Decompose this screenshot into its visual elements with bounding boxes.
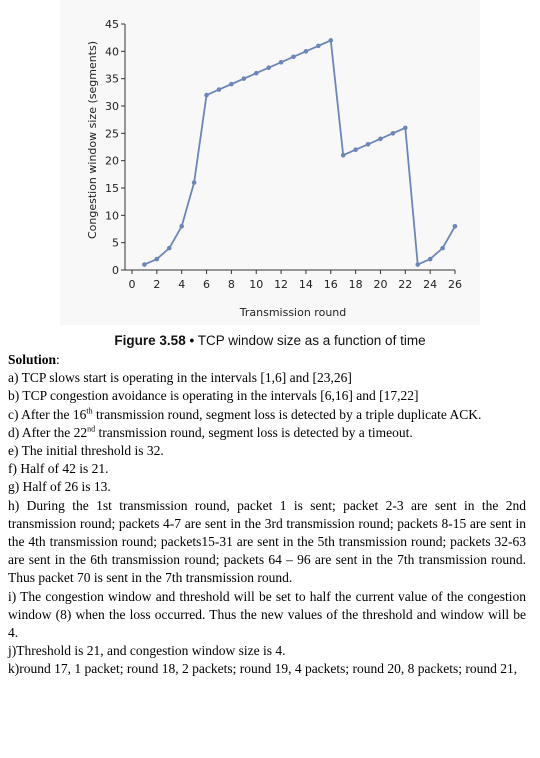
data-point	[452, 223, 458, 229]
data-point	[291, 54, 296, 60]
data-point	[353, 147, 358, 153]
x-tick-label: 20	[373, 278, 387, 291]
y-tick-label: 15	[105, 182, 119, 195]
answer-d: d) After the 22nd transmission round, se…	[8, 424, 526, 442]
answer-c: c) After the 16th transmission round, se…	[8, 406, 526, 424]
y-tick-label: 0	[112, 264, 119, 277]
y-tick-label: 5	[112, 237, 119, 250]
x-tick-label: 16	[324, 278, 338, 291]
data-point	[253, 70, 259, 76]
data-point	[166, 245, 172, 251]
data-point	[303, 49, 309, 54]
data-point	[340, 152, 346, 158]
y-tick-label: 20	[105, 155, 119, 168]
y-tick-label: 30	[105, 100, 119, 113]
data-point	[415, 262, 421, 267]
answer-a: a) TCP slows start is operating in the i…	[8, 370, 352, 386]
data-point	[229, 81, 234, 87]
answer-j: j)Threshold is 21, and congestion window…	[8, 643, 286, 659]
answer-b: b) TCP congestion avoidance is operating…	[8, 388, 419, 404]
data-point	[179, 223, 184, 229]
x-axis-label: Transmission round	[239, 306, 347, 319]
data-point	[390, 131, 396, 136]
y-tick-label: 40	[105, 45, 119, 58]
answer-e: e) The initial threshold is 32.	[8, 443, 164, 459]
solution-heading-label: Solution	[8, 352, 57, 367]
answer-d-post: transmission round, segment loss is dete…	[95, 424, 413, 440]
x-tick-label: 4	[178, 278, 185, 291]
answer-g: g) Half of 26 is 13.	[8, 479, 111, 495]
y-tick-label: 25	[105, 127, 119, 140]
answer-c-post: transmission round, segment loss is dete…	[92, 406, 482, 422]
data-point	[316, 43, 321, 49]
data-point	[427, 256, 433, 262]
x-tick-label: 6	[203, 278, 210, 291]
x-tick-label: 8	[228, 278, 235, 291]
chart-background	[60, 0, 480, 325]
figure-number: Figure 3.58	[114, 333, 186, 348]
solution-heading-colon: :	[56, 352, 60, 367]
solution-heading: Solution:	[8, 351, 526, 369]
data-point	[365, 141, 371, 147]
data-point	[403, 125, 408, 131]
x-tick-label: 10	[249, 278, 263, 291]
solution-text: Solution: a) TCP slows start is operatin…	[8, 351, 526, 679]
caption-text: TCP window size as a function of time	[197, 333, 426, 348]
data-point	[278, 59, 284, 65]
y-tick-label: 10	[105, 209, 119, 222]
data-point	[204, 92, 209, 98]
x-tick-label: 22	[398, 278, 412, 291]
figure-caption: Figure 3.58 • TCP window size as a funct…	[0, 333, 540, 348]
answer-c-pre: c) After the 16	[8, 406, 87, 422]
data-point	[154, 256, 160, 262]
data-point	[241, 76, 247, 81]
x-tick-label: 26	[448, 278, 462, 291]
x-tick-label: 0	[129, 278, 136, 291]
chart: 0 5 10 15 20 25 30 35 40 45 0 2 4 6 8 10 12 14 16 18 20 22 24 2…	[0, 0, 540, 330]
x-tick-label: 18	[349, 278, 363, 291]
answer-f: f) Half of 42 is 21.	[8, 461, 109, 477]
caption-bullet: •	[189, 333, 195, 348]
answer-d-sup: nd	[87, 424, 96, 434]
y-tick-label: 35	[105, 73, 119, 86]
data-point	[142, 262, 147, 267]
data-point	[328, 38, 334, 43]
y-tick-label: 45	[105, 18, 119, 31]
data-point	[266, 65, 271, 71]
data-point	[378, 136, 383, 142]
x-tick-label: 12	[274, 278, 288, 291]
x-tick-label: 24	[423, 278, 437, 291]
x-tick-label: 2	[153, 278, 160, 291]
answer-h: h) During the 1st transmission round, pa…	[8, 497, 526, 586]
y-axis-label: Congestion window size (segments)	[86, 41, 99, 239]
x-tick-label: 14	[299, 278, 313, 291]
data-point	[191, 180, 197, 185]
data-point	[216, 87, 222, 92]
answer-i: i) The congestion window and threshold w…	[8, 588, 526, 641]
chart-series	[142, 38, 458, 267]
answer-k: k)round 17, 1 packet; round 18, 2 packet…	[8, 661, 518, 677]
data-point	[440, 245, 445, 251]
answer-d-pre: d) After the 22	[8, 424, 88, 440]
answer-c-sup: th	[86, 406, 93, 416]
